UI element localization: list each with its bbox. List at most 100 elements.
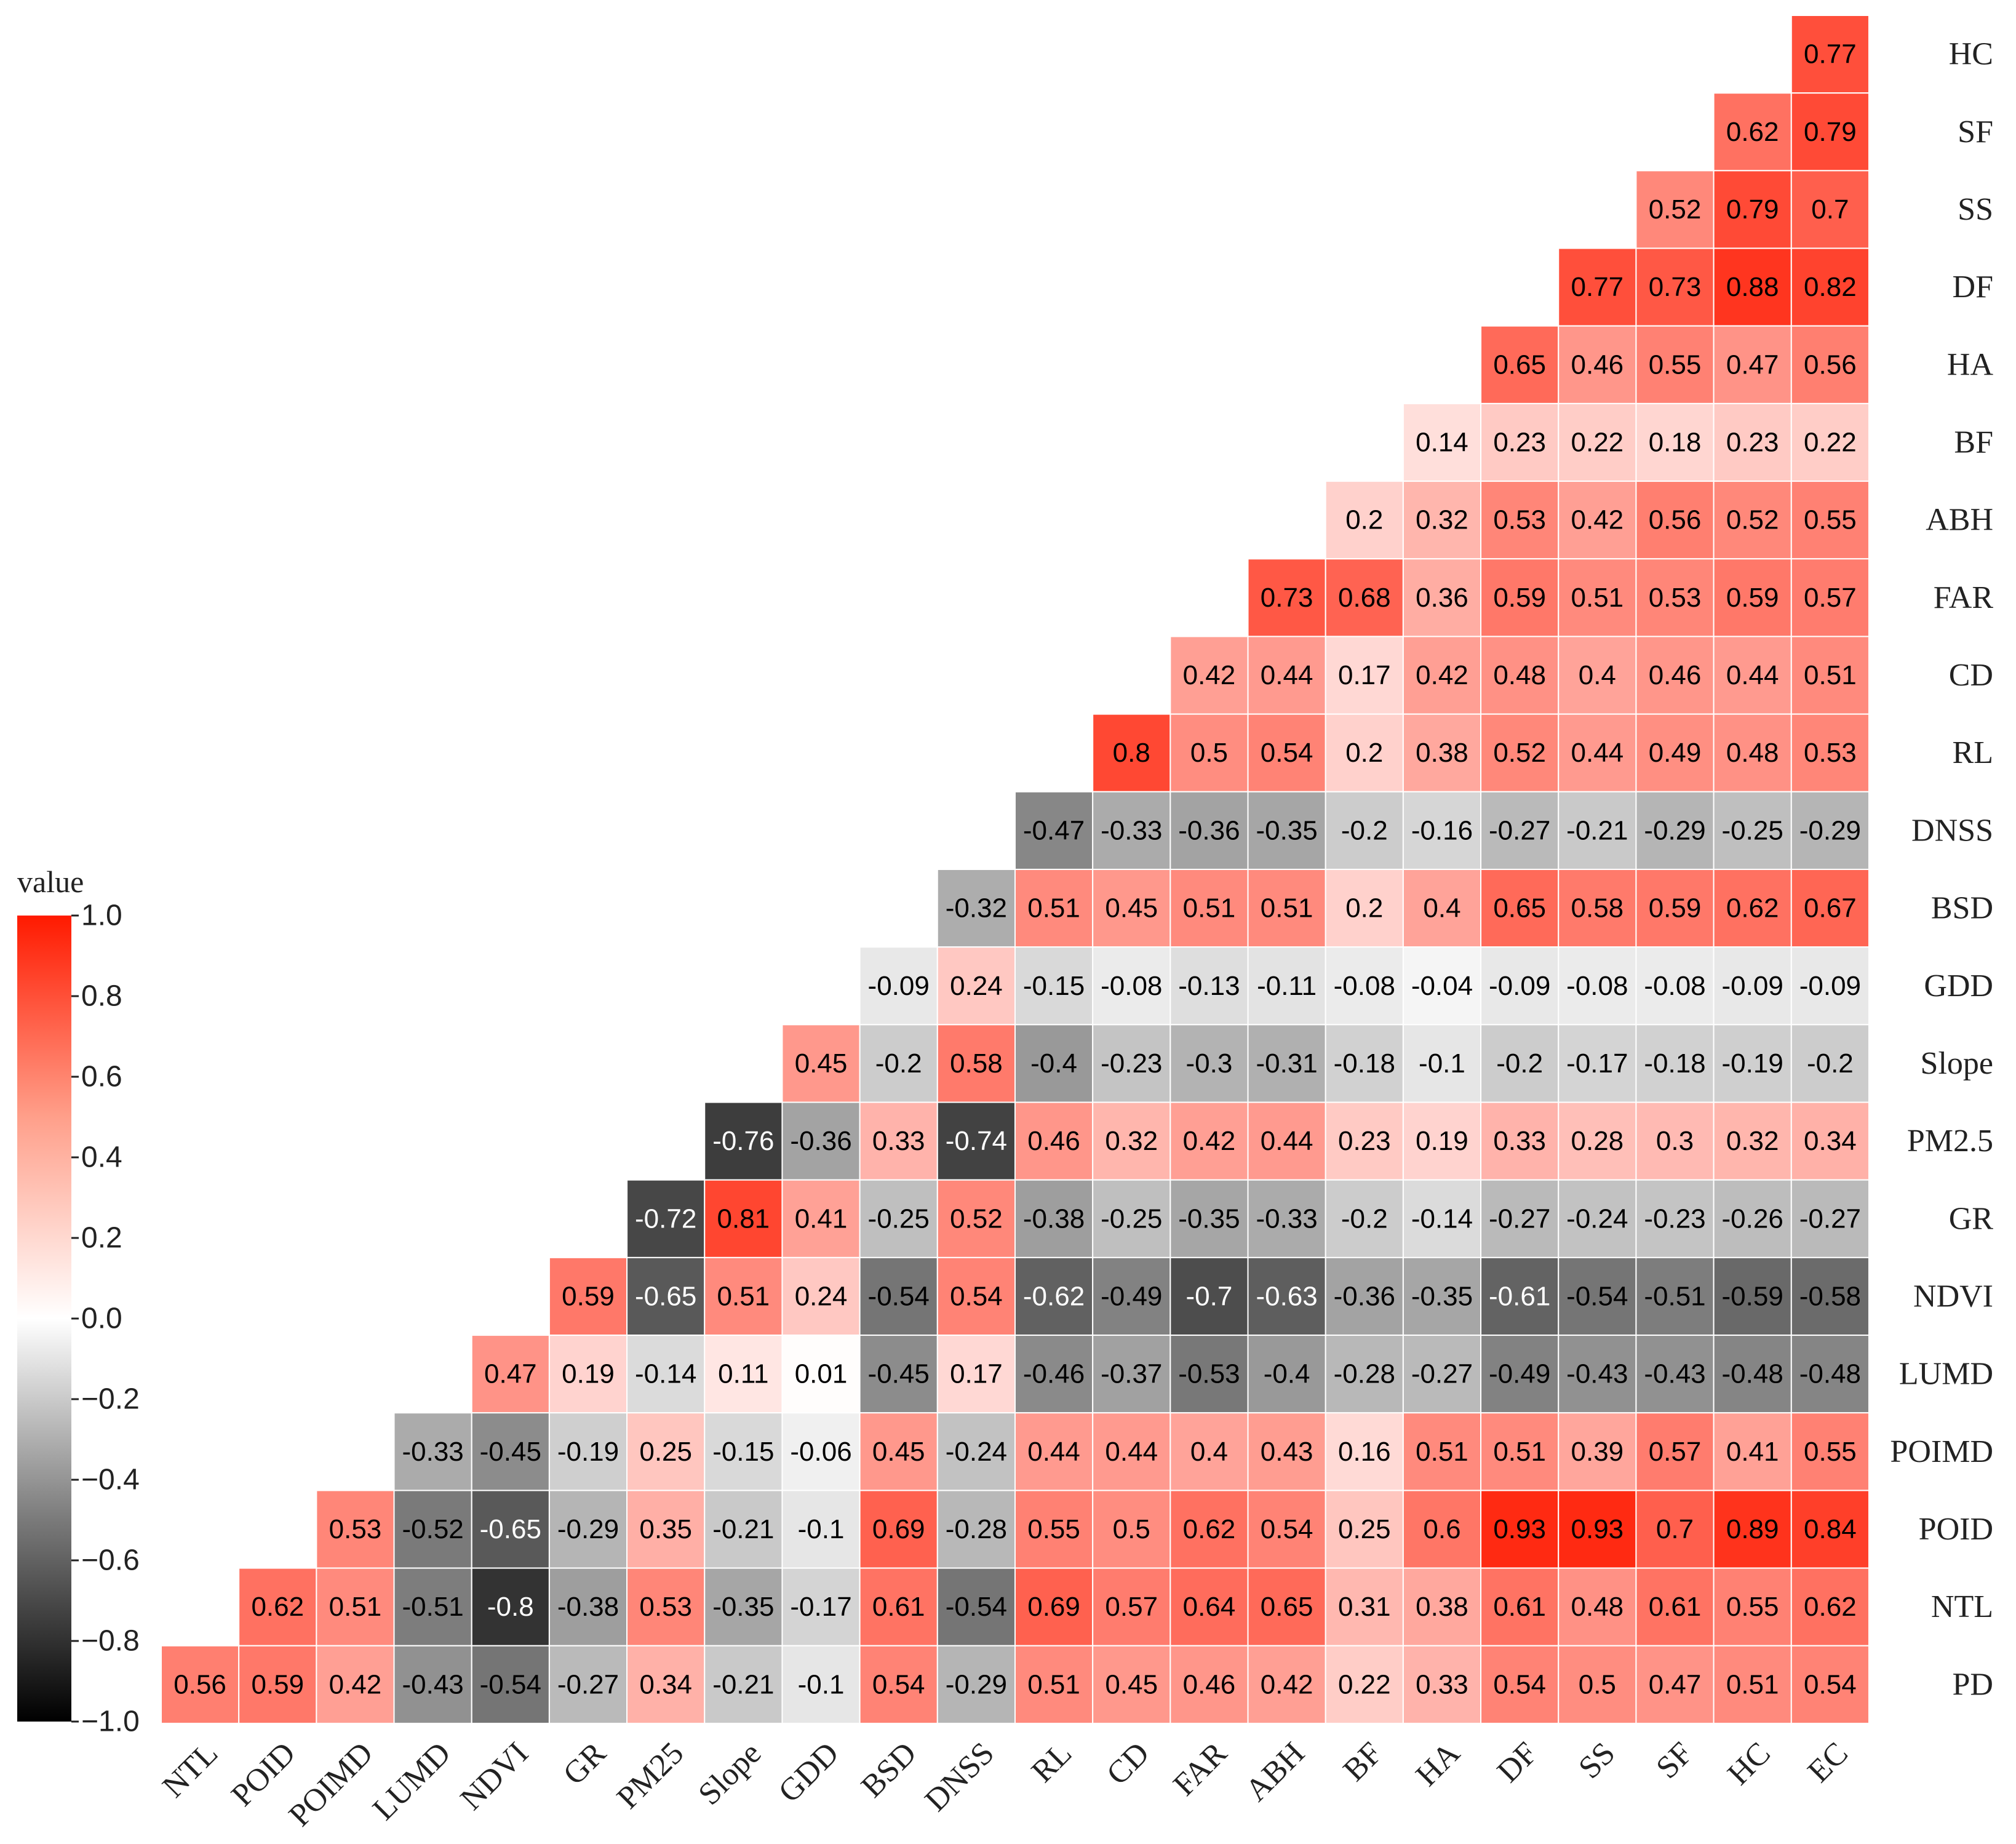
heatmap-cell xyxy=(1325,1567,1404,1646)
heatmap-cell xyxy=(1014,791,1094,870)
y-tick-label: LUMD xyxy=(1899,1357,1993,1392)
y-tick-label: GDD xyxy=(1924,968,1993,1004)
heatmap-cell xyxy=(1014,1335,1094,1414)
y-tick-label: NTL xyxy=(1931,1589,1993,1624)
heatmap-cell-value: -0.45 xyxy=(868,1359,930,1389)
heatmap-cell-value: 0.84 xyxy=(1804,1514,1857,1544)
heatmap-cell-value: 0.25 xyxy=(639,1437,692,1467)
heatmap-cell-value: 0.61 xyxy=(1493,1592,1546,1622)
heatmap-cell-value: 0.77 xyxy=(1571,272,1624,302)
heatmap-cell-value: -0.48 xyxy=(1799,1359,1861,1389)
heatmap-cell xyxy=(1480,868,1560,948)
heatmap-cell xyxy=(1713,1645,1792,1724)
heatmap-cell xyxy=(781,1179,861,1258)
heatmap-cell-value: 0.65 xyxy=(1261,1592,1313,1622)
heatmap-cell xyxy=(1635,1490,1715,1569)
heatmap-cell-value: 0.32 xyxy=(1416,505,1468,535)
heatmap-cell xyxy=(1402,1567,1482,1646)
heatmap-cell-value: -0.7 xyxy=(1186,1281,1233,1311)
heatmap-cell-value: 0.51 xyxy=(1027,1669,1080,1699)
heatmap-cell-value: 0.47 xyxy=(484,1359,537,1389)
heatmap-cell-value: -0.51 xyxy=(402,1592,463,1622)
heatmap-cell xyxy=(1169,1101,1249,1181)
legend-tick-label: 0.4 xyxy=(81,1141,122,1174)
heatmap-cell-value: -0.58 xyxy=(1799,1281,1861,1311)
heatmap-cell-value: 0.65 xyxy=(1493,349,1546,380)
heatmap-cell-value: -0.08 xyxy=(1644,971,1705,1001)
heatmap-cell xyxy=(1558,946,1637,1026)
heatmap-cell-value: 0.53 xyxy=(639,1592,692,1622)
heatmap-cell xyxy=(1247,1256,1326,1336)
heatmap-cell xyxy=(1790,558,1870,637)
heatmap-cell-value: -0.36 xyxy=(1334,1281,1395,1311)
heatmap-cell-value: 0.45 xyxy=(1105,893,1158,924)
heatmap-cell xyxy=(548,1490,628,1569)
y-tick-label: PM2.5 xyxy=(1907,1124,1993,1159)
heatmap-cell-value: 0.51 xyxy=(1571,583,1624,613)
heatmap-cell xyxy=(471,1412,550,1491)
heatmap-cell-value: -0.76 xyxy=(712,1126,774,1156)
heatmap-cell-value: -0.19 xyxy=(557,1437,619,1467)
heatmap-cell xyxy=(1169,1024,1249,1103)
heatmap-cell-value: -0.74 xyxy=(946,1126,1007,1156)
x-tick-label: EC xyxy=(1801,1736,1855,1789)
heatmap-cell-value: 0.3 xyxy=(1656,1126,1694,1156)
heatmap-cell xyxy=(859,1101,938,1181)
heatmap-cell xyxy=(1014,946,1094,1026)
y-tick-label: BSD xyxy=(1931,891,1993,926)
heatmap-cell xyxy=(1402,1645,1482,1724)
heatmap-cell-value: 0.44 xyxy=(1027,1437,1080,1467)
heatmap-cell xyxy=(781,1645,861,1724)
y-tick-label: DNSS xyxy=(1911,813,1993,848)
heatmap-cell-value: 0.42 xyxy=(1183,660,1236,690)
heatmap-cell-value: 0.52 xyxy=(950,1203,1003,1234)
heatmap-cell xyxy=(1169,1256,1249,1336)
heatmap-cell-value: 0.51 xyxy=(1183,893,1236,924)
heatmap-cell-value: -0.48 xyxy=(1722,1359,1783,1389)
heatmap-cell-value: 0.4 xyxy=(1579,660,1616,690)
heatmap-cell xyxy=(1790,636,1870,715)
heatmap-cell-value: -0.1 xyxy=(798,1514,845,1544)
heatmap-cell xyxy=(626,1567,706,1646)
heatmap-cell xyxy=(1169,1645,1249,1724)
heatmap-cell xyxy=(1325,636,1404,715)
heatmap-cell xyxy=(859,1179,938,1258)
heatmap-cell xyxy=(1558,1024,1637,1103)
heatmap-cell-value: 0.51 xyxy=(1726,1669,1779,1699)
heatmap-cell-value: 0.52 xyxy=(1726,505,1779,535)
heatmap-cell-value: 0.46 xyxy=(1027,1126,1080,1156)
heatmap-cell-value: 0.81 xyxy=(717,1203,770,1234)
heatmap-cell-value: 0.59 xyxy=(562,1281,615,1311)
heatmap-cell xyxy=(1480,402,1560,482)
heatmap-cell-value: 0.65 xyxy=(1493,893,1546,924)
heatmap-cell-value: 0.32 xyxy=(1105,1126,1158,1156)
heatmap-cell xyxy=(1558,1412,1637,1491)
x-tick-label: LUMD xyxy=(366,1736,458,1827)
heatmap-cell xyxy=(1402,1256,1482,1336)
heatmap-cell xyxy=(1402,713,1482,792)
heatmap-cell-value: 0.42 xyxy=(1416,660,1468,690)
heatmap-cell-value: 0.42 xyxy=(1261,1669,1313,1699)
heatmap-cell-value: 0.57 xyxy=(1105,1592,1158,1622)
heatmap-cell-value: 0.82 xyxy=(1804,272,1857,302)
heatmap-cell-value: 0.5 xyxy=(1113,1514,1150,1544)
heatmap-cell-value: 0.55 xyxy=(1027,1514,1080,1544)
heatmap-cell-value: -0.36 xyxy=(790,1126,851,1156)
heatmap-cell xyxy=(859,1412,938,1491)
heatmap-cell xyxy=(238,1567,317,1646)
heatmap-cell-value: 0.57 xyxy=(1804,583,1857,613)
heatmap-cell xyxy=(1558,636,1637,715)
y-tick-label: POIMD xyxy=(1890,1434,1993,1469)
heatmap-cell xyxy=(626,1412,706,1491)
heatmap-cell xyxy=(1635,791,1715,870)
heatmap-cell xyxy=(1014,1645,1094,1724)
y-tick-label: CD xyxy=(1949,658,1993,693)
heatmap-cell-value: -0.21 xyxy=(712,1514,774,1544)
heatmap-cell xyxy=(1402,791,1482,870)
heatmap-cell-value: -0.36 xyxy=(1178,815,1240,845)
legend-tick-label: −0.8 xyxy=(81,1625,140,1658)
heatmap-cell-value: -0.29 xyxy=(1644,815,1705,845)
heatmap-cell-value: 0.54 xyxy=(1261,738,1313,768)
heatmap-cell xyxy=(1169,713,1249,792)
heatmap-cell-value: 0.41 xyxy=(795,1203,848,1234)
